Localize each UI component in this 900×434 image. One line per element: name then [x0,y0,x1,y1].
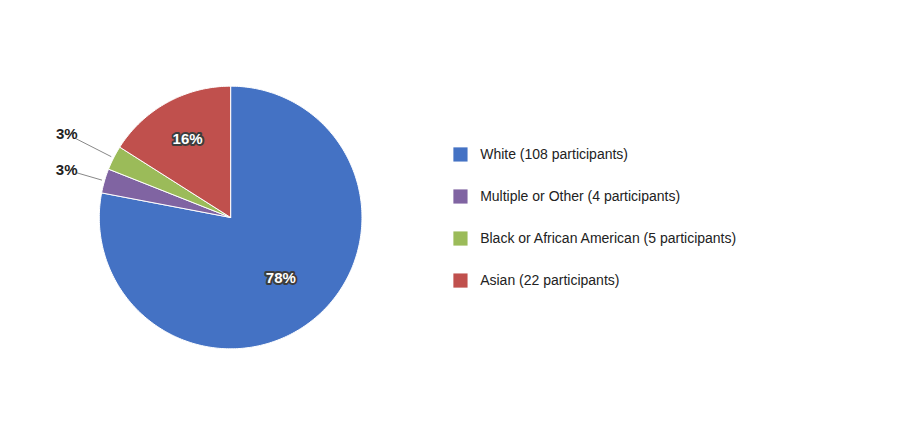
svg-text:3%: 3% [56,125,78,142]
svg-text:16%: 16% [173,130,203,147]
svg-text:Asian (22 participants): Asian (22 participants) [480,272,619,288]
svg-text:3%: 3% [56,161,78,178]
svg-text:White (108 participants): White (108 participants) [480,146,628,162]
svg-text:Multiple or Other (4 participa: Multiple or Other (4 participants) [480,188,680,204]
svg-text:78%: 78% [266,269,296,286]
svg-text:Black or African American (5 p: Black or African American (5 participant… [480,230,736,246]
